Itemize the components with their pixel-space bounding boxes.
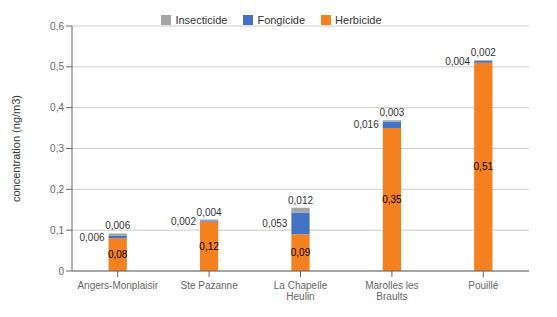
svg-text:La ChapelleHeulin: La ChapelleHeulin xyxy=(274,280,328,302)
svg-text:0,1: 0,1 xyxy=(50,225,64,236)
svg-text:0,053: 0,053 xyxy=(262,218,287,229)
svg-text:0,012: 0,012 xyxy=(288,195,313,206)
svg-text:Marolles lesBraults: Marolles lesBraults xyxy=(365,280,418,302)
svg-text:0,002: 0,002 xyxy=(171,216,196,227)
svg-text:0,5: 0,5 xyxy=(50,61,64,72)
svg-text:0,006: 0,006 xyxy=(80,232,105,243)
svg-text:Angers-Monplaisir: Angers-Monplaisir xyxy=(77,280,158,291)
svg-text:0,3: 0,3 xyxy=(50,143,64,154)
svg-text:0,08: 0,08 xyxy=(108,249,128,260)
svg-text:0,016: 0,016 xyxy=(354,119,379,130)
svg-text:0,4: 0,4 xyxy=(50,102,64,113)
svg-text:Pouillé: Pouillé xyxy=(468,280,498,291)
svg-text:0,003: 0,003 xyxy=(379,107,404,118)
svg-text:0,09: 0,09 xyxy=(291,247,311,258)
html-text:Insecticide: Insecticide xyxy=(175,14,228,26)
svg-text:0,2: 0,2 xyxy=(50,184,64,195)
svg-text:0,51: 0,51 xyxy=(474,161,494,172)
svg-text:Ste Pazanne: Ste Pazanne xyxy=(180,280,238,291)
svg-text:0,12: 0,12 xyxy=(199,241,219,252)
svg-text:0,004: 0,004 xyxy=(197,207,222,218)
svg-text:concentration (ng/m3): concentration (ng/m3) xyxy=(10,95,22,202)
svg-text:0,6: 0,6 xyxy=(50,21,64,32)
svg-text:0,35: 0,35 xyxy=(382,194,402,205)
svg-text:0,004: 0,004 xyxy=(445,56,470,67)
html-text:Herbicide: Herbicide xyxy=(335,14,382,26)
svg-text:0: 0 xyxy=(58,266,64,277)
html-text:Fongicide: Fongicide xyxy=(257,14,306,26)
svg-text:0,002: 0,002 xyxy=(471,47,496,58)
svg-text:0,006: 0,006 xyxy=(105,220,130,231)
